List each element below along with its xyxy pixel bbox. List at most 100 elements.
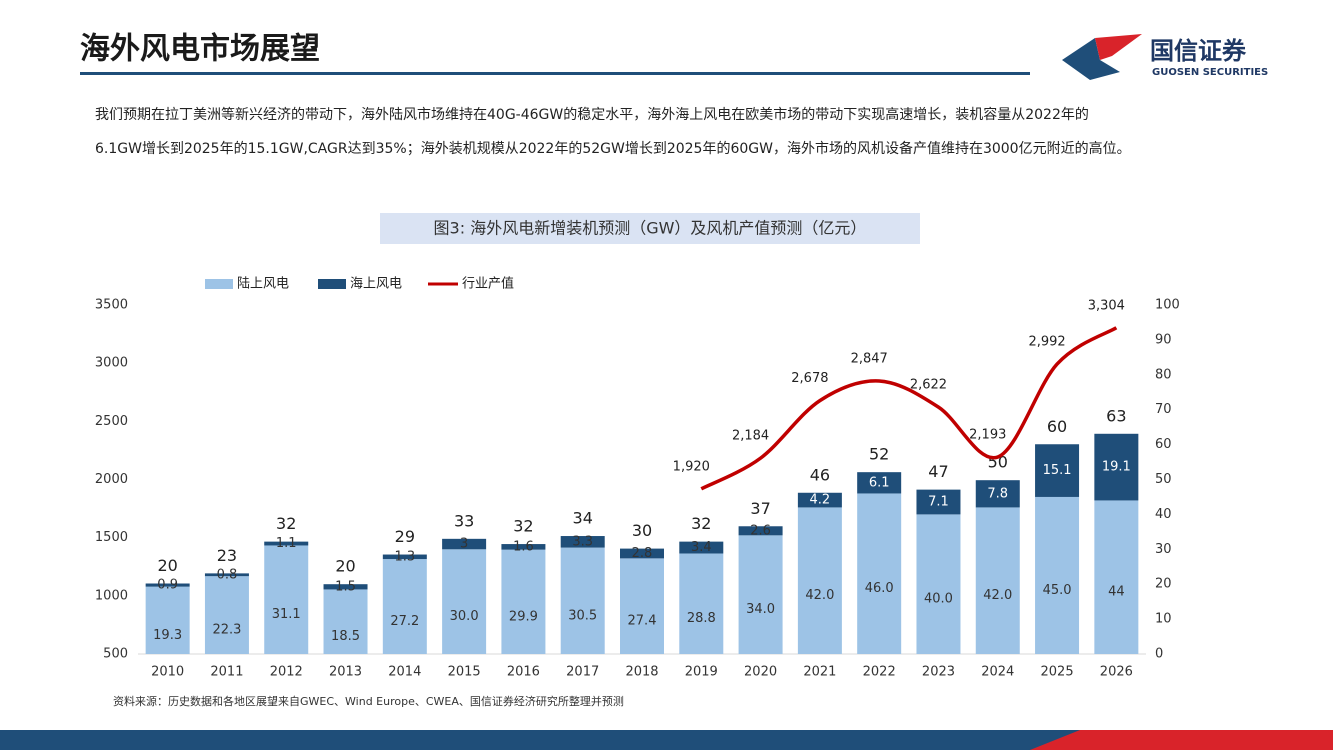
- total-label: 29: [395, 527, 415, 546]
- y-tick-label: 1500: [95, 530, 128, 545]
- y-tick-label: 3000: [95, 356, 128, 371]
- total-label: 34: [573, 509, 593, 528]
- total-label: 32: [513, 517, 533, 536]
- y2-tick-label: 10: [1155, 612, 1172, 627]
- bar-label: 6.1: [869, 475, 890, 490]
- bar-label: 31.1: [272, 607, 301, 622]
- total-label: 32: [276, 514, 296, 533]
- bar-segment: [501, 544, 546, 550]
- bar-segment: [382, 554, 427, 560]
- bar-label: 3.3: [572, 534, 593, 549]
- title-rule: [80, 72, 1030, 75]
- total-label: 46: [810, 465, 830, 484]
- bar-segment: [797, 507, 842, 654]
- bar-segment: [204, 573, 249, 577]
- bar-segment: [620, 558, 664, 654]
- x-tick-label: 2015: [448, 665, 481, 680]
- bar-segment: [323, 589, 368, 654]
- footer-accent: [1030, 730, 1333, 750]
- bar-segment: [975, 480, 1020, 508]
- bar-label: 2.8: [632, 546, 653, 561]
- line-label: 2,992: [1028, 335, 1065, 350]
- bar-segment: [560, 547, 605, 654]
- bar-segment: [620, 548, 664, 559]
- total-label: 52: [869, 445, 889, 464]
- bar-segment: [264, 545, 309, 654]
- bar-segment: [145, 586, 190, 654]
- bar-label: 28.8: [687, 611, 716, 626]
- y-tick-label: 3500: [95, 298, 128, 313]
- bar-label: 3.4: [691, 540, 712, 555]
- x-tick-label: 2012: [270, 665, 303, 680]
- chart: 500 1000 1500 2000 2500 3000 3500 0 10 20 30 40 50 60…: [95, 276, 1180, 680]
- bar-segment: [916, 489, 961, 515]
- x-tick-label: 2023: [922, 665, 955, 680]
- total-label: 33: [454, 511, 474, 530]
- bar-segment: [442, 538, 487, 550]
- footer-bar: [0, 730, 1333, 750]
- x-tick-label: 2020: [744, 665, 777, 680]
- bar-label: 44: [1108, 585, 1125, 600]
- total-label: 23: [217, 546, 237, 565]
- y2-tick-label: 60: [1155, 437, 1172, 452]
- logo-text: 国信证券: [1150, 37, 1247, 65]
- bar-label: 46.0: [865, 581, 894, 596]
- line-label: 2,622: [910, 378, 947, 393]
- bar-label: 15.1: [1043, 463, 1072, 478]
- chart-title: 图3: 海外风电新增装机预测（GW）及风机产值预测（亿元）: [434, 219, 867, 238]
- logo-subtext: GUOSEN SECURITIES: [1152, 67, 1268, 78]
- bar-segment: [1094, 500, 1139, 654]
- bar-label: 34.0: [746, 602, 775, 617]
- bar-label: 42.0: [983, 588, 1012, 603]
- y2-tick-label: 30: [1155, 542, 1172, 557]
- bar-label: 29.9: [509, 609, 538, 624]
- bar-label: 27.2: [390, 614, 419, 629]
- line-label: 2,847: [851, 351, 888, 366]
- bar-segment: [1094, 433, 1139, 501]
- x-tick-label: 2018: [625, 665, 658, 680]
- bar-segment: [679, 541, 724, 554]
- paragraph-line: 6.1GW增长到2025年的15.1GW,CAGR达到35%；海外装机规模从20…: [95, 141, 1131, 157]
- bar-label: 30.5: [568, 608, 597, 623]
- bar-label: 1.3: [394, 549, 415, 564]
- bar-label: 7.1: [928, 495, 949, 510]
- bar-label: 42.0: [805, 588, 834, 603]
- total-label: 37: [750, 499, 770, 518]
- line-series: [700, 326, 1118, 491]
- legend-label: 行业产值: [462, 276, 514, 292]
- y-tick-label: 500: [103, 647, 128, 662]
- line-label: 2,184: [732, 429, 769, 444]
- x-tick-label: 2016: [507, 665, 540, 680]
- bar-segment: [145, 583, 190, 587]
- bar-label: 27.4: [628, 614, 657, 629]
- bar-label: 0.9: [157, 578, 178, 593]
- y2-tick-label: 70: [1155, 402, 1172, 417]
- total-label: 20: [157, 556, 177, 575]
- bar-label: 19.1: [1102, 460, 1131, 475]
- y2-tick-label: 0: [1155, 647, 1163, 662]
- x-tick-label: 2010: [151, 665, 184, 680]
- x-tick-label: 2025: [1041, 665, 1074, 680]
- total-label: 32: [691, 514, 711, 533]
- line-label: 2,678: [791, 371, 828, 386]
- bar-label: 1.6: [513, 539, 534, 554]
- bar-segment: [501, 549, 546, 654]
- total-label: 47: [928, 462, 948, 481]
- bar-segment: [738, 535, 783, 654]
- total-label: 60: [1047, 417, 1067, 436]
- logo-mark: [1062, 34, 1142, 80]
- total-label: 20: [335, 557, 355, 576]
- bar-segment: [1035, 444, 1080, 497]
- bar-segment: [1035, 496, 1080, 654]
- total-label: 30: [632, 521, 652, 540]
- y2-tick-label: 100: [1155, 298, 1180, 313]
- bar-segment: [797, 492, 842, 508]
- y2-tick-label: 90: [1155, 332, 1172, 347]
- y-tick-label: 2500: [95, 414, 128, 429]
- x-tick-label: 2017: [566, 665, 599, 680]
- y-tick-label: 2000: [95, 472, 128, 487]
- bar-segment: [916, 514, 961, 654]
- line-label: 3,304: [1088, 298, 1125, 313]
- source-note: 资料来源：历史数据和各地区展望来自GWEC、Wind Europe、CWEA、国…: [113, 694, 624, 708]
